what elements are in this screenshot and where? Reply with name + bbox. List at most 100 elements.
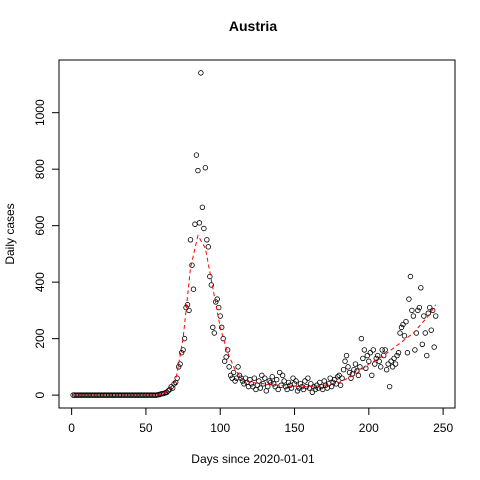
point — [219, 324, 225, 331]
point — [370, 347, 376, 353]
point — [403, 318, 409, 325]
point — [339, 375, 345, 381]
point — [276, 369, 283, 376]
point — [290, 375, 296, 381]
point — [418, 285, 424, 291]
point — [293, 378, 299, 384]
point — [171, 381, 177, 387]
point — [410, 313, 417, 319]
point — [256, 378, 262, 384]
point — [379, 347, 385, 353]
point — [302, 378, 308, 384]
x-tick-label: 50 — [139, 421, 153, 435]
point — [177, 361, 183, 367]
point — [202, 165, 209, 171]
point — [205, 244, 212, 250]
point — [269, 374, 275, 380]
point — [340, 367, 347, 373]
point — [251, 375, 258, 381]
point — [386, 383, 393, 390]
point — [382, 347, 388, 353]
point — [427, 304, 433, 311]
point — [407, 273, 414, 280]
point — [336, 372, 342, 379]
point — [398, 324, 405, 331]
point — [167, 386, 173, 393]
point — [174, 375, 180, 381]
point — [413, 330, 420, 336]
point — [337, 382, 344, 388]
point — [409, 307, 415, 314]
point — [257, 385, 264, 391]
point — [297, 381, 304, 387]
point — [342, 358, 348, 364]
point — [369, 372, 375, 379]
point — [175, 364, 182, 370]
point — [352, 361, 359, 367]
point — [195, 167, 201, 174]
x-tick-label: 150 — [285, 421, 305, 435]
point — [241, 381, 247, 387]
y-tick-label: 1000 — [33, 99, 47, 126]
point — [412, 347, 418, 353]
point — [380, 352, 387, 359]
point — [223, 354, 229, 360]
point — [211, 330, 217, 336]
fit-line — [73, 234, 437, 396]
point — [421, 313, 427, 319]
point — [208, 282, 215, 288]
point — [309, 389, 316, 395]
point — [305, 375, 311, 381]
point — [178, 350, 185, 356]
point — [210, 324, 216, 331]
point — [430, 307, 436, 314]
point — [226, 364, 232, 370]
point — [190, 286, 197, 292]
point — [180, 347, 186, 353]
point — [236, 372, 243, 379]
point — [406, 296, 412, 302]
point — [323, 382, 329, 388]
point — [227, 372, 234, 379]
x-tick-label: 200 — [359, 421, 379, 435]
point — [422, 330, 428, 336]
point — [346, 369, 353, 376]
point — [199, 204, 206, 211]
point — [404, 350, 411, 356]
point — [383, 367, 390, 373]
point — [355, 372, 362, 379]
point — [358, 335, 365, 342]
point — [259, 372, 265, 379]
point — [201, 225, 207, 232]
point — [394, 352, 400, 359]
point — [373, 355, 379, 362]
point — [193, 152, 200, 158]
point — [367, 350, 374, 356]
point — [275, 386, 281, 393]
point — [428, 327, 434, 333]
point — [400, 321, 406, 328]
point — [248, 381, 255, 387]
point — [395, 350, 402, 356]
point — [357, 364, 363, 370]
point — [343, 352, 350, 359]
x-tick-label: 250 — [433, 421, 453, 435]
point — [375, 352, 381, 359]
point — [388, 358, 394, 364]
point — [181, 335, 188, 342]
x-tick-label: 100 — [210, 421, 230, 435]
point — [330, 379, 336, 386]
y-tick-label: 200 — [33, 328, 47, 348]
point — [273, 376, 280, 383]
point — [432, 313, 439, 319]
y-tick-label: 800 — [33, 159, 47, 179]
point — [416, 304, 423, 311]
point — [361, 347, 368, 353]
point — [262, 375, 268, 381]
point — [351, 367, 357, 373]
point — [285, 379, 292, 386]
point — [271, 381, 277, 387]
point — [196, 220, 203, 226]
